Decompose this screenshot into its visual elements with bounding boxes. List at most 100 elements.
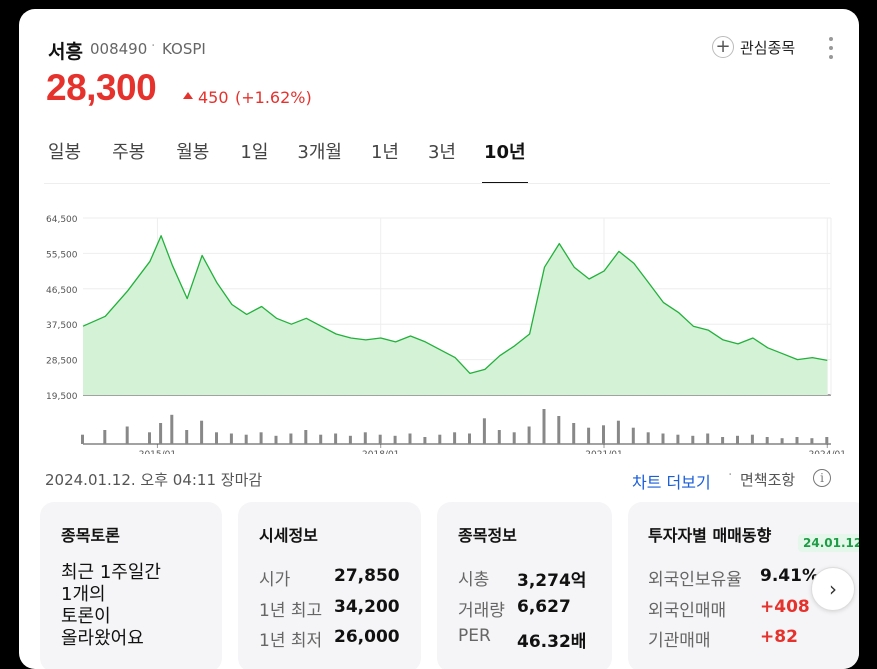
volume-bar [185, 430, 189, 444]
investor-value-institution-trade: +82 [760, 627, 798, 647]
volume-bar [244, 434, 248, 444]
volume-bar [676, 434, 680, 444]
price-area [83, 235, 828, 395]
info-label-per: PER [458, 626, 491, 646]
tab-1d[interactable]: 1일 [240, 142, 269, 163]
volume-bar [646, 432, 650, 444]
quote-info-title: 시세정보 [259, 526, 318, 545]
info-label-marketcap: 시총 [458, 570, 490, 590]
volume-bar [423, 437, 427, 444]
y-tick-label: 55,500 [46, 250, 78, 260]
quote-info-card[interactable]: 시세정보 시가 27,850 1년 최고 34,200 1년 최저 26,000 [238, 502, 421, 669]
volume-bar [736, 435, 739, 444]
volume-bar [706, 433, 710, 444]
market-name: KOSPI [162, 40, 206, 58]
quote-label-open: 시가 [259, 570, 291, 590]
volume-bar [378, 434, 382, 444]
volume-bar [810, 438, 814, 444]
add-watchlist-button[interactable]: + 관심종목 [712, 36, 795, 58]
price-chart[interactable]: 64,500 55,500 46,500 37,500 28,500 19,500 2015… [19, 189, 859, 454]
price-change-percent: (+1.62%) [235, 88, 312, 107]
volume-bar [616, 420, 620, 444]
y-tick-label: 46,500 [46, 286, 78, 296]
volume-bar [795, 437, 799, 444]
volume-bar [661, 433, 665, 444]
investor-label-foreign-ratio: 외국인보유율 [648, 570, 742, 590]
stock-info-title: 종목정보 [458, 526, 517, 545]
volume-bar [587, 427, 591, 444]
volume-bar [438, 434, 442, 444]
tab-3m[interactable]: 3개월 [297, 142, 342, 163]
volume-bar [721, 437, 725, 444]
investor-title: 투자자별 매매동향 [648, 526, 772, 545]
investor-value-foreign-ratio: 9.41% [760, 566, 819, 586]
info-value-per: 46.32배 [517, 632, 587, 652]
period-tabs: 일봉 주봉 월봉 1일 3개월 1년 3년 10년 [46, 138, 528, 184]
volume-bar [557, 416, 561, 444]
watchlist-label: 관심종목 [740, 38, 796, 57]
forum-line: 토론이 [61, 606, 111, 627]
volume-bar [393, 435, 397, 444]
volume-bar [602, 425, 605, 444]
volume-bar [497, 430, 501, 444]
current-price: 28,300 [46, 67, 157, 108]
tab-3y[interactable]: 3년 [427, 142, 456, 163]
tab-daily[interactable]: 일봉 [48, 142, 82, 163]
volume-bar [125, 426, 129, 444]
forum-card[interactable]: 종목토론 [40, 502, 222, 669]
volume-bar [825, 437, 829, 444]
info-value-volume: 6,627 [517, 597, 571, 617]
volume-bar [408, 433, 412, 444]
volume-bar [103, 430, 107, 444]
volume-bar [215, 432, 218, 444]
volume-bar [512, 432, 516, 444]
forum-line: 올라왔어요 [61, 628, 144, 649]
y-tick-label: 19,500 [46, 392, 78, 402]
y-tick-label: 28,500 [46, 357, 78, 367]
quote-value-open: 27,850 [334, 566, 400, 586]
x-tick-label: 2021/01 [585, 450, 622, 454]
investor-label-institution-trade: 기관매매 [648, 631, 711, 651]
tab-1y[interactable]: 1년 [370, 142, 399, 163]
quote-value-high: 34,200 [334, 597, 400, 617]
x-tick-label: 2018/01 [362, 450, 399, 454]
volume-bar [334, 433, 338, 444]
stock-info-card[interactable]: 종목정보 시총 3,274억 거래량 6,627 PER 46.32배 [437, 502, 612, 669]
quote-label-high: 1년 최고 [259, 601, 323, 621]
info-value-marketcap: 3,274억 [517, 571, 587, 591]
x-tick-label: 2024/01 [809, 450, 846, 454]
disclaimer-link[interactable]: 면책조항 [740, 471, 796, 489]
volume-bar [363, 432, 367, 444]
volume-bar [259, 432, 263, 444]
volume-bar [170, 414, 174, 444]
volume-bar [453, 432, 457, 444]
stock-card: 서흥 008490 · KOSPI + 관심종목 28,300 450 (+1.… [19, 9, 859, 669]
info-label-volume: 거래량 [458, 601, 505, 621]
investor-date-badge: 24.01.12 [798, 534, 859, 552]
stock-name: 서흥 [48, 41, 83, 63]
volume-bar [780, 438, 784, 444]
volume-bar [691, 435, 695, 444]
chevron-right-icon[interactable]: › [811, 567, 855, 611]
volume-bar [631, 427, 635, 444]
volume-bar [229, 433, 233, 444]
more-options-icon[interactable] [825, 37, 837, 59]
more-chart-link[interactable]: 차트 더보기 [632, 473, 711, 492]
volume-bar [348, 435, 352, 444]
info-icon[interactable]: i [813, 469, 831, 487]
forum-line: 최근 1주일간 [61, 562, 161, 583]
volume-bar [542, 409, 546, 444]
tab-monthly[interactable]: 월봉 [176, 142, 210, 163]
plus-icon: + [712, 36, 734, 58]
volume-bar [81, 434, 84, 444]
price-change: 450 [198, 88, 229, 107]
tab-weekly[interactable]: 주봉 [112, 142, 146, 163]
tab-10y[interactable]: 10년 [482, 138, 528, 184]
volume-bar [319, 434, 323, 444]
x-tick-label: 2015/01 [139, 450, 176, 454]
stock-code: 008490 [90, 40, 148, 58]
volume-bar [750, 434, 754, 444]
investor-label-foreign-trade: 외국인매매 [648, 601, 727, 621]
volume-bar [159, 423, 163, 444]
volume-bar [468, 433, 471, 444]
